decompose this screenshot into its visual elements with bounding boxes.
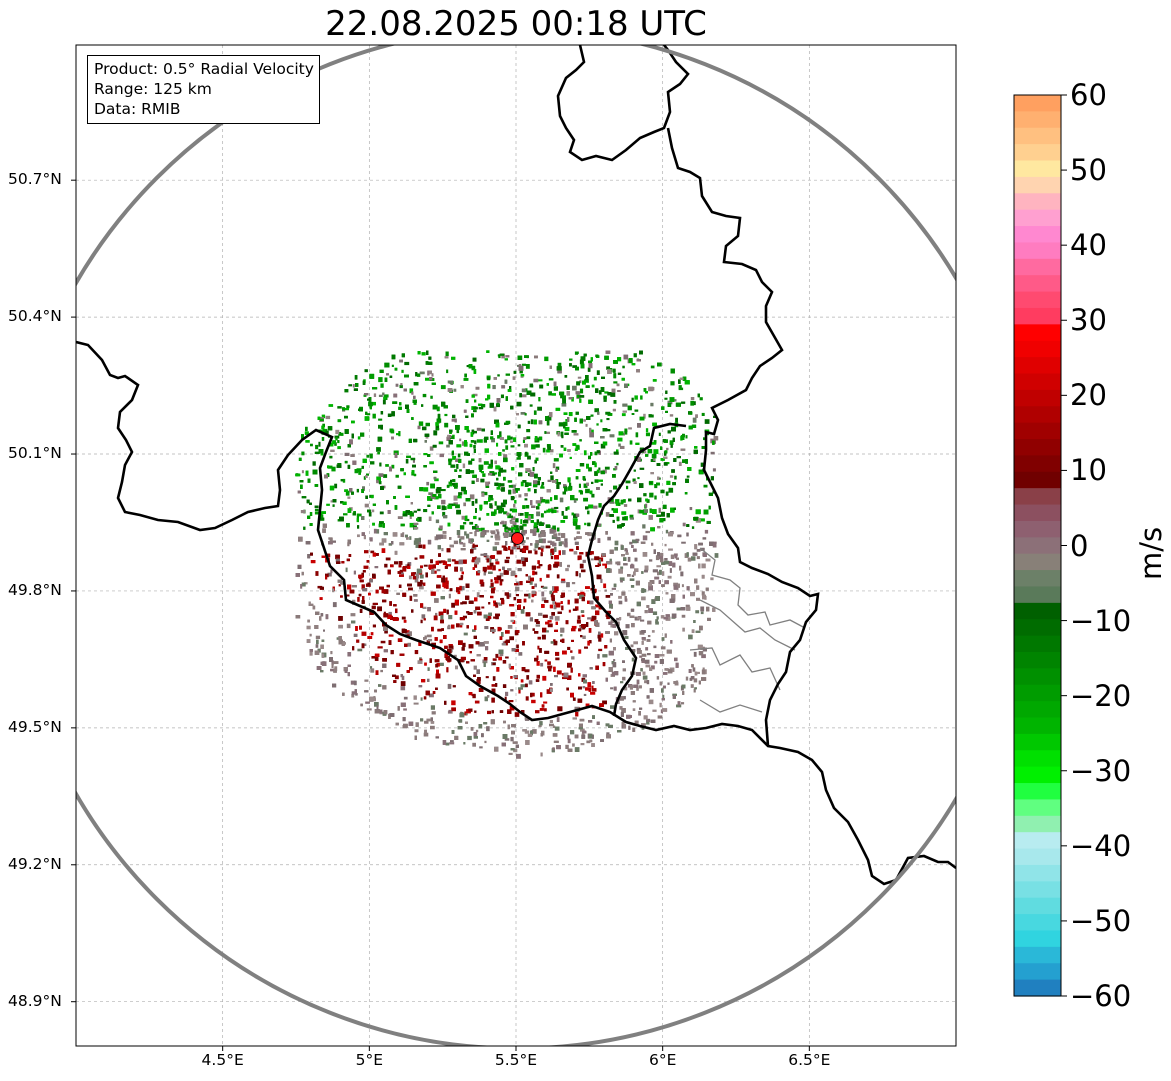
colorbar-segment — [1014, 832, 1061, 850]
colorbar-tick-label: 60 — [1070, 78, 1107, 112]
colorbar-segment — [1014, 340, 1061, 358]
radar-site-marker — [510, 531, 524, 545]
colorbar-segment — [1014, 635, 1061, 653]
border-germany-north — [556, 45, 820, 747]
colorbar-tick-label: −20 — [1070, 678, 1132, 713]
lat-label: 49.8°N — [8, 580, 62, 599]
colorbar-segment — [1014, 127, 1061, 145]
colorbar-segment — [1014, 455, 1061, 473]
colorbar-segment — [1014, 586, 1061, 604]
lat-label: 49.5°N — [8, 717, 62, 736]
colorbar-segment — [1014, 242, 1061, 260]
info-range: Range: 125 km — [94, 80, 212, 98]
colorbar-segment — [1014, 815, 1061, 833]
colorbar-segment — [1014, 783, 1061, 801]
info-product: Product: 0.5° Radial Velocity — [94, 60, 314, 78]
colorbar-segment — [1014, 258, 1061, 276]
district-borders — [689, 547, 806, 713]
colorbar-segment — [1014, 668, 1061, 686]
colorbar-segment — [1014, 848, 1061, 866]
colorbar-segment — [1014, 537, 1061, 555]
lon-label: 5°E — [355, 1051, 384, 1069]
colorbar-segment — [1014, 684, 1061, 702]
colorbar-segment — [1014, 95, 1061, 112]
colorbar-segment — [1014, 946, 1061, 964]
lon-label: 6°E — [648, 1051, 677, 1069]
colorbar-ticks — [1061, 94, 1067, 997]
colorbar-tick-label: 50 — [1070, 153, 1107, 188]
colorbar — [1014, 95, 1061, 997]
colorbar-unit-label: m/s — [1134, 526, 1168, 580]
colorbar-segment — [1014, 799, 1061, 817]
lat-label: 50.1°N — [8, 444, 62, 463]
colorbar-segment — [1014, 144, 1061, 162]
colorbar-segment — [1014, 897, 1061, 915]
colorbar-segment — [1014, 422, 1061, 440]
lon-label: 5.5°E — [494, 1051, 538, 1069]
colorbar-segment — [1014, 750, 1061, 768]
colorbar-segment — [1014, 389, 1061, 407]
colorbar-tick-label: −30 — [1070, 753, 1132, 788]
colorbar-segment — [1014, 160, 1061, 178]
colorbar-segment — [1014, 373, 1061, 391]
colorbar-segment — [1014, 488, 1061, 506]
colorbar-segment — [1014, 324, 1061, 342]
lat-label: 50.7°N — [8, 170, 62, 189]
colorbar-segment — [1014, 963, 1061, 981]
colorbar-segment — [1014, 701, 1061, 719]
colorbar-segment — [1014, 553, 1061, 571]
colorbar-tick-label: −40 — [1070, 828, 1132, 863]
colorbar-segment — [1014, 914, 1061, 932]
colorbar-segment — [1014, 766, 1061, 784]
lon-label: 4.5°E — [201, 1051, 244, 1069]
colorbar-segment — [1014, 226, 1061, 244]
colorbar-tick-label: 0 — [1070, 528, 1089, 563]
colorbar-segment — [1014, 357, 1061, 375]
colorbar-segment — [1014, 209, 1061, 227]
colorbar-segment — [1014, 520, 1061, 538]
colorbar-segment — [1014, 651, 1061, 669]
colorbar-segment — [1014, 979, 1061, 997]
map-title: 22.08.2025 00:18 UTC — [325, 4, 707, 44]
lat-label: 48.9°N — [8, 991, 62, 1010]
colorbar-segment — [1014, 471, 1061, 489]
colorbar-segment — [1014, 193, 1061, 211]
lat-label: 50.4°N — [8, 307, 62, 326]
colorbar-tick-label: −10 — [1070, 603, 1132, 638]
colorbar-segment — [1014, 717, 1061, 735]
lon-label: 6.5°E — [788, 1051, 831, 1069]
colorbar-segment — [1014, 439, 1061, 456]
colorbar-tick-label: 20 — [1070, 378, 1107, 413]
colorbar-segment — [1014, 881, 1061, 899]
axis-ticks — [71, 179, 810, 1051]
colorbar-segment — [1014, 864, 1061, 882]
colorbar-segment — [1014, 602, 1061, 620]
colorbar-segment — [1014, 619, 1061, 637]
colorbar-tick-label: 30 — [1070, 303, 1107, 338]
colorbar-segment — [1014, 570, 1061, 588]
colorbar-segment — [1014, 176, 1061, 194]
colorbar-segment — [1014, 307, 1061, 325]
border-luxembourg-west — [586, 422, 687, 717]
border-belgium-west — [76, 340, 956, 886]
colorbar-segment — [1014, 111, 1061, 129]
colorbar-segment — [1014, 406, 1061, 424]
colorbar-tick-label: 40 — [1070, 228, 1107, 263]
colorbar-segment — [1014, 930, 1061, 948]
colorbar-segment — [1014, 275, 1061, 293]
colorbar-tick-label: −60 — [1070, 979, 1132, 1013]
colorbar-segment — [1014, 733, 1061, 751]
lat-label: 49.2°N — [8, 854, 62, 873]
info-source: Data: RMIB — [94, 100, 181, 118]
colorbar-tick-label: −50 — [1070, 903, 1132, 938]
colorbar-segment — [1014, 291, 1061, 309]
info-box: Product: 0.5° Radial Velocity Range: 125… — [87, 55, 320, 124]
colorbar-tick-label: 10 — [1070, 453, 1107, 488]
colorbar-segment — [1014, 504, 1061, 522]
